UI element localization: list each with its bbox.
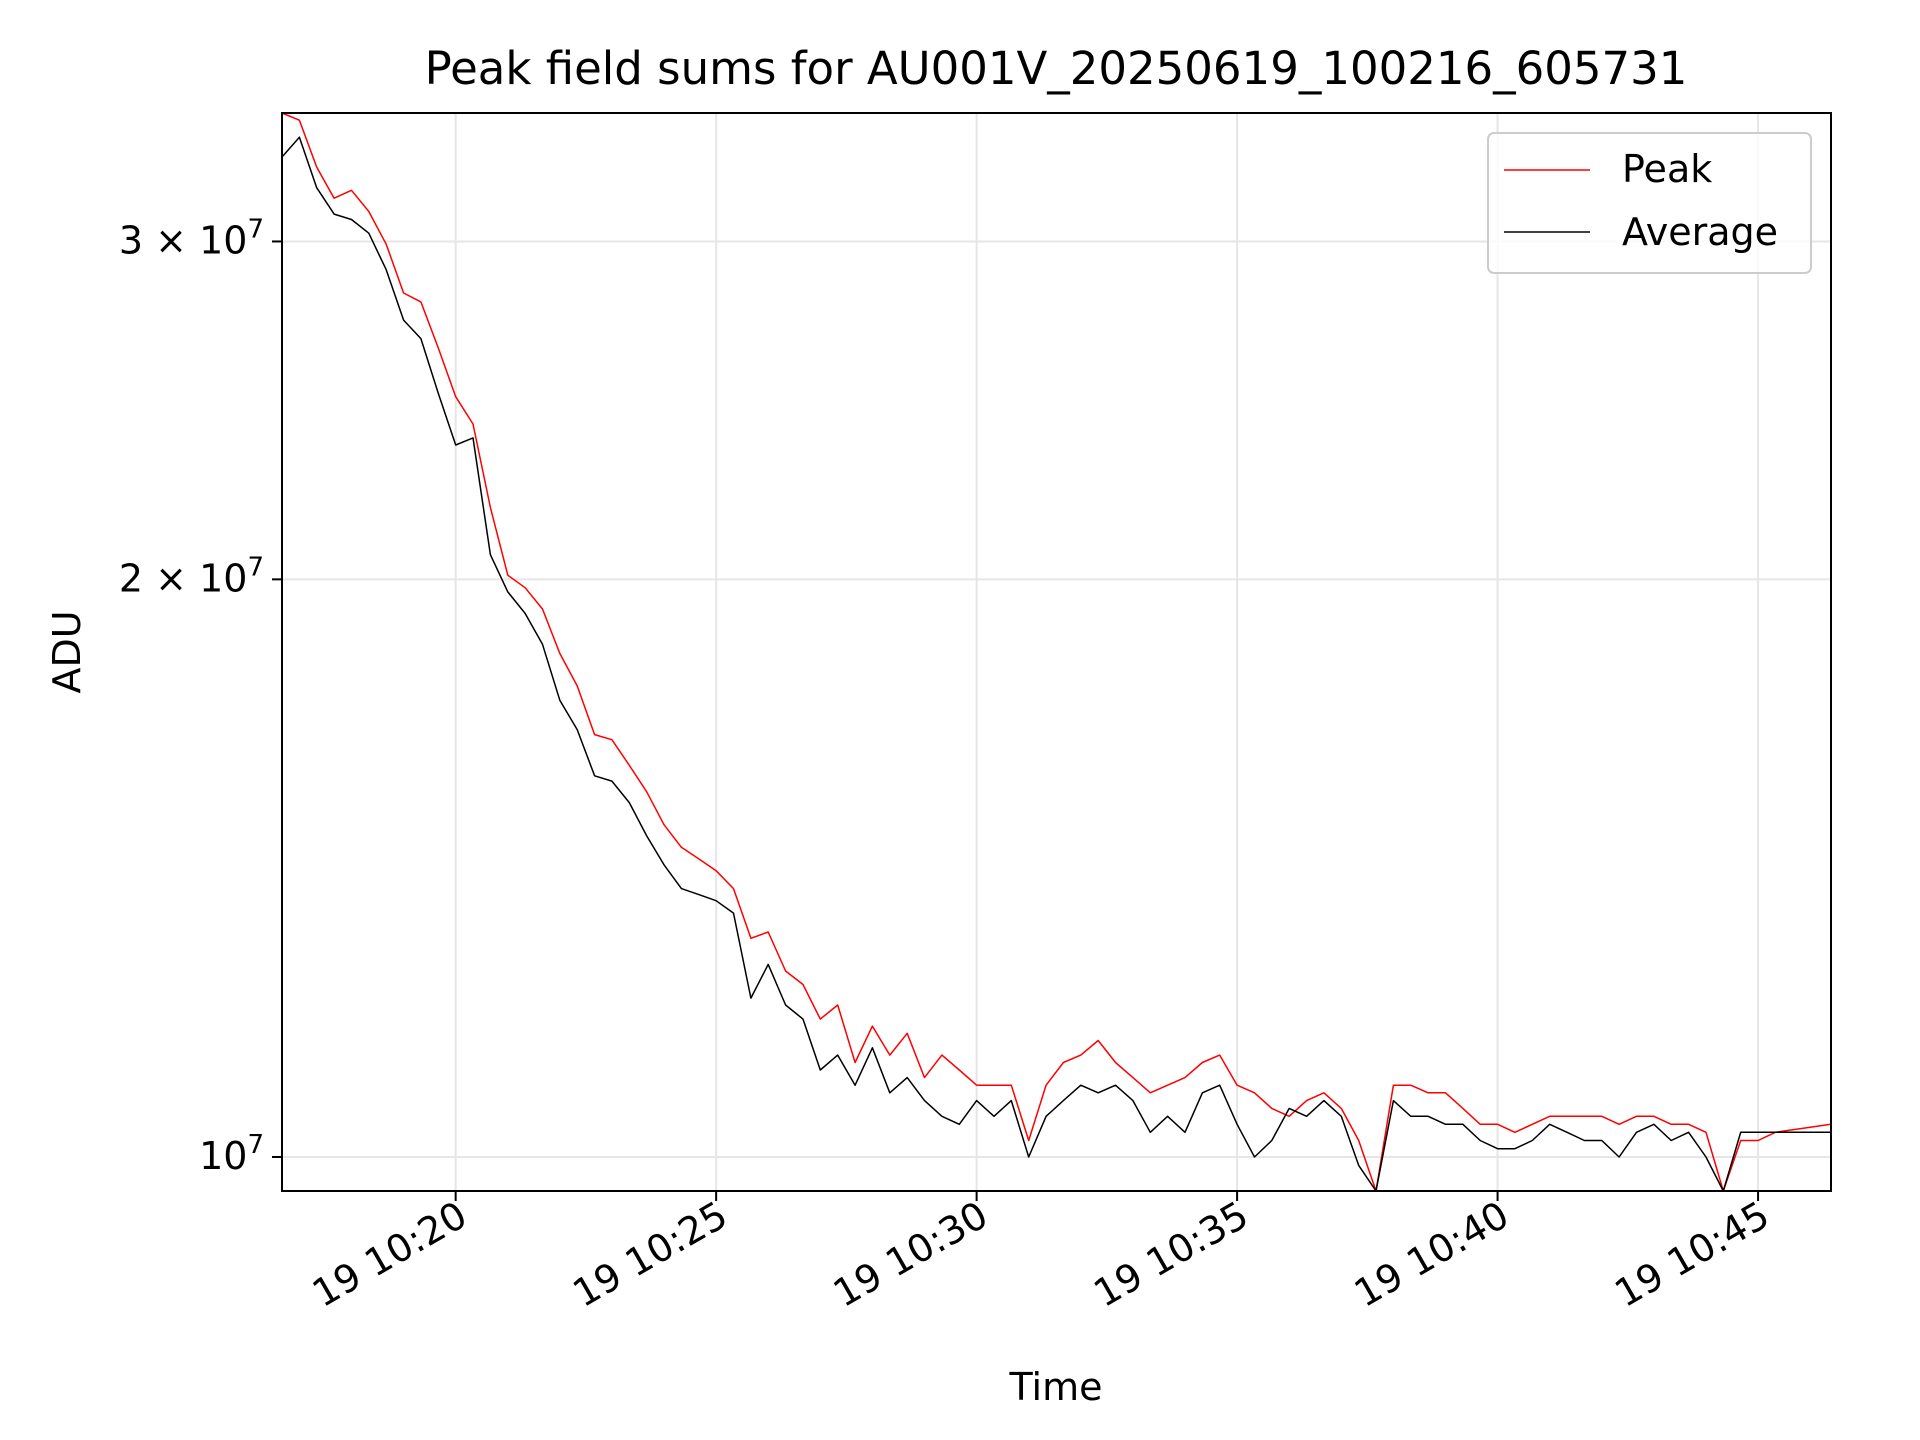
legend-label-average: Average bbox=[1622, 210, 1778, 254]
series-layer bbox=[281, 112, 1832, 1192]
legend: Peak Average bbox=[1487, 132, 1812, 274]
x-axis-label: Time bbox=[1009, 1365, 1103, 1409]
series-line-peak bbox=[281, 112, 1832, 1192]
series-line-average bbox=[281, 136, 1831, 1192]
y-axis-label: ADU bbox=[45, 610, 89, 693]
legend-label-peak: Peak bbox=[1622, 147, 1712, 191]
y-tick-label: 2 × 107 bbox=[119, 552, 264, 600]
legend-box bbox=[1487, 132, 1812, 274]
y-tick-label: 3 × 107 bbox=[119, 214, 264, 262]
plot-frame bbox=[281, 112, 1832, 1192]
chart-title: Peak field sums for AU001V_20250619_1002… bbox=[425, 42, 1688, 95]
